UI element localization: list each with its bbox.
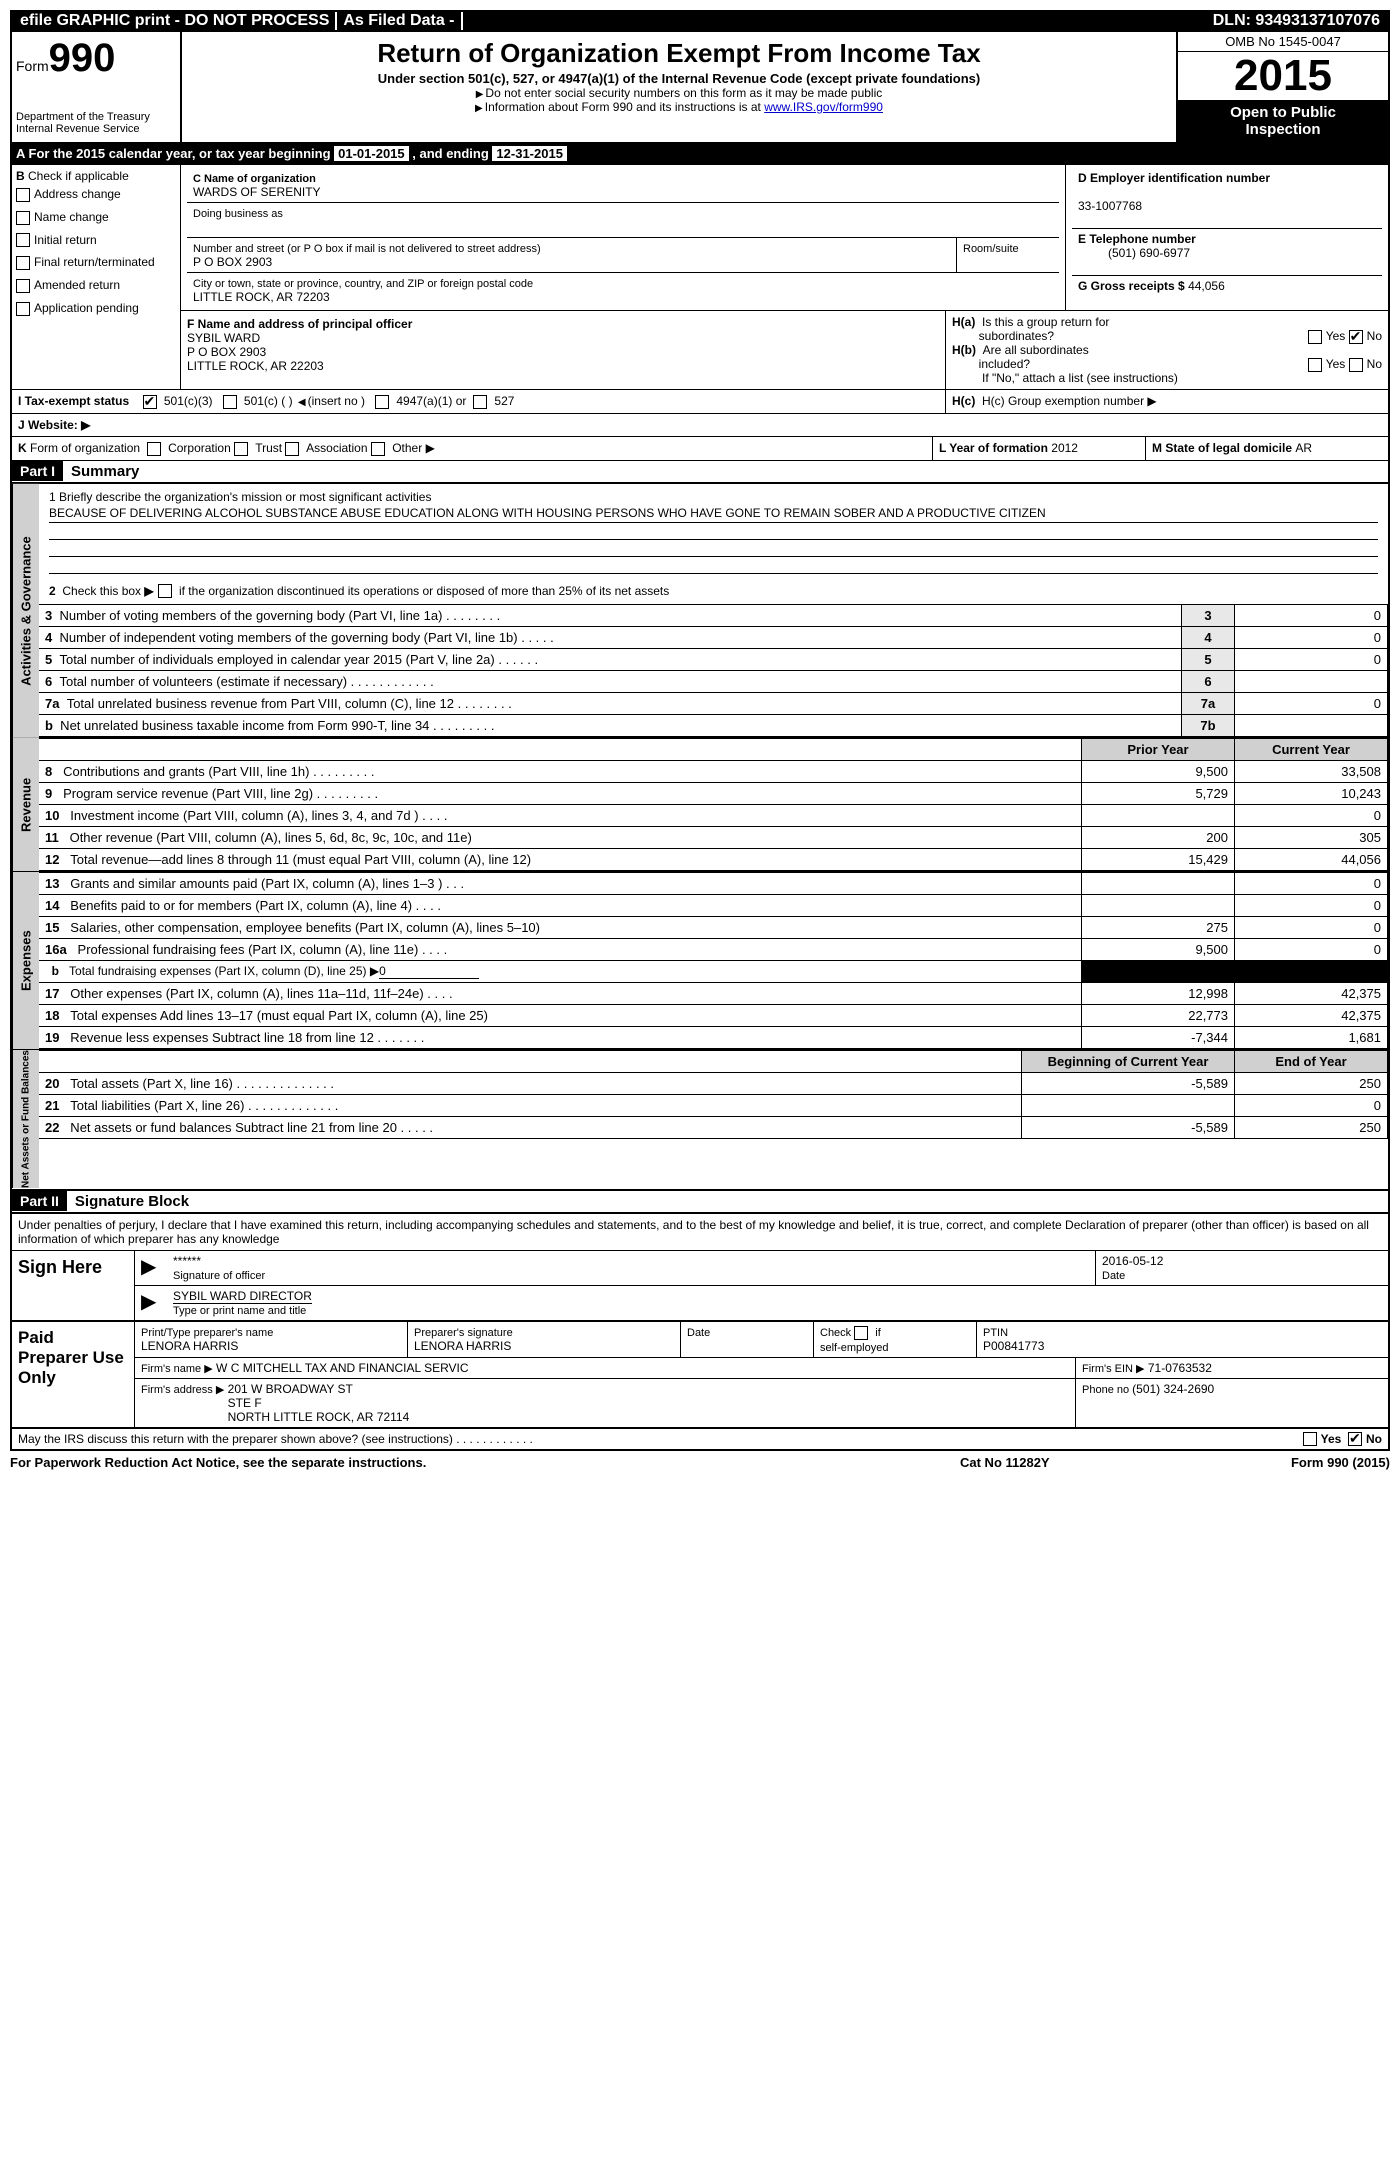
top-bar: efile GRAPHIC print - DO NOT PROCESS As … xyxy=(10,10,1390,32)
checkbox-name-change[interactable] xyxy=(16,211,30,225)
checkbox-final-return[interactable] xyxy=(16,256,30,270)
checkbox-address-change[interactable] xyxy=(16,188,30,202)
hb-no[interactable] xyxy=(1349,358,1363,372)
gross-receipts-cell: G Gross receipts $ 44,056 xyxy=(1072,276,1382,296)
expenses-table: 13 Grants and similar amounts paid (Part… xyxy=(39,872,1388,1049)
may-yes[interactable] xyxy=(1303,1432,1317,1446)
irs-label: Internal Revenue Service xyxy=(16,123,176,135)
paid-preparer-label: Paid Preparer Use Only xyxy=(12,1322,134,1427)
cb-4947[interactable] xyxy=(375,395,389,409)
may-discuss-row: May the IRS discuss this return with the… xyxy=(10,1429,1390,1451)
col-b-checkboxes: B Check if applicable Address change Nam… xyxy=(12,165,181,389)
part1-title: Summary xyxy=(63,461,147,482)
sig-date: 2016-05-12 xyxy=(1102,1254,1163,1268)
omb-number: OMB No 1545-0047 xyxy=(1178,32,1388,52)
cb-527[interactable] xyxy=(473,395,487,409)
note-info: Information about Form 990 and its instr… xyxy=(192,100,1166,114)
line1-label: 1 Briefly describe the organization's mi… xyxy=(49,490,1378,504)
sign-here-label: Sign Here xyxy=(12,1251,134,1320)
prep-name-cell: Print/Type preparer's nameLENORA HARRIS xyxy=(135,1322,408,1357)
checkbox-initial-return[interactable] xyxy=(16,233,30,247)
firm-ein-cell: Firm's EIN ▶ 71-0763532 xyxy=(1076,1358,1388,1378)
room-cell: Room/suite xyxy=(957,238,1059,272)
open-public: Open to PublicInspection xyxy=(1178,100,1388,142)
ha-yes[interactable] xyxy=(1308,330,1322,344)
section-governance: Activities & Governance xyxy=(12,484,39,738)
asfiled-label: As Filed Data - xyxy=(337,12,460,30)
ha-no[interactable] xyxy=(1349,330,1363,344)
ein-cell: D Employer identification number 33-1007… xyxy=(1072,168,1382,229)
line2: 2 Check this box ▶ if the organization d… xyxy=(49,574,1378,599)
phone-cell: E Telephone number (501) 690-6977 xyxy=(1072,229,1382,276)
officer-name: SYBIL WARD DIRECTOR xyxy=(173,1289,312,1304)
form-header: Form990 Department of the Treasury Inter… xyxy=(10,32,1390,144)
revenue-table: Prior YearCurrent Year8 Contributions an… xyxy=(39,738,1388,871)
part2-label: Part II xyxy=(12,1191,67,1211)
efile-label: efile GRAPHIC print - DO NOT PROCESS xyxy=(14,12,335,30)
checkbox-amended[interactable] xyxy=(16,279,30,293)
city-cell: City or town, state or province, country… xyxy=(187,273,1059,307)
cb-assoc[interactable] xyxy=(285,442,299,456)
officer-cell: F Name and address of principal officer … xyxy=(181,311,945,389)
row-k-form-org: K Form of organization Corporation Trust… xyxy=(12,437,933,460)
note-ssn: Do not enter social security numbers on … xyxy=(192,86,1166,100)
group-return-cell: H(a) Is this a group return for subordin… xyxy=(945,311,1388,389)
state-domicile: M State of legal domicile AR xyxy=(1146,437,1388,460)
ptin-cell: PTINP00841773 xyxy=(977,1322,1388,1357)
row-j-website: J Website: ▶ xyxy=(12,414,1388,436)
cb-self-employed[interactable] xyxy=(854,1326,868,1340)
hb-yes[interactable] xyxy=(1308,358,1322,372)
cb-trust[interactable] xyxy=(234,442,248,456)
form-number: Form990 xyxy=(16,36,176,81)
firm-phone-cell: Phone no (501) 324-2690 xyxy=(1076,1379,1388,1427)
year-formation: L Year of formation 2012 xyxy=(933,437,1146,460)
irs-link[interactable]: www.IRS.gov/form990 xyxy=(764,100,883,114)
street-cell: Number and street (or P O box if mail is… xyxy=(187,238,957,272)
governance-table: 3 Number of voting members of the govern… xyxy=(39,604,1388,737)
prep-sig-cell: Preparer's signatureLENORA HARRIS xyxy=(408,1322,681,1357)
org-name-cell: C Name of organization WARDS OF SERENITY xyxy=(187,168,1059,203)
part1-label: Part I xyxy=(12,461,63,481)
part2-title: Signature Block xyxy=(67,1191,197,1212)
checkbox-app-pending[interactable] xyxy=(16,302,30,316)
cb-discontinued[interactable] xyxy=(158,584,172,598)
cb-501c[interactable] xyxy=(223,395,237,409)
tax-year: 2015 xyxy=(1178,52,1388,100)
row-a-taxyear: A For the 2015 calendar year, or tax yea… xyxy=(10,144,1390,165)
mission-text: BECAUSE OF DELIVERING ALCOHOL SUBSTANCE … xyxy=(49,504,1378,523)
prep-date-cell: Date xyxy=(681,1322,814,1357)
dln-label: DLN: 93493137107076 xyxy=(1207,12,1386,30)
dba-cell: Doing business as xyxy=(187,203,1059,238)
cb-501c3[interactable] xyxy=(143,395,157,409)
firm-addr-cell: Firm's address ▶ 201 W BROADWAY ST STE F… xyxy=(135,1379,1076,1427)
firm-name-cell: Firm's name ▶ W C MITCHELL TAX AND FINAN… xyxy=(135,1358,1076,1378)
prep-check-cell: Check ifself-employed xyxy=(814,1322,977,1357)
form-title: Return of Organization Exempt From Incom… xyxy=(192,38,1166,69)
cb-other[interactable] xyxy=(371,442,385,456)
perjury-text: Under penalties of perjury, I declare th… xyxy=(10,1214,1390,1250)
may-no[interactable] xyxy=(1348,1432,1362,1446)
officer-sig: ****** xyxy=(173,1254,201,1268)
section-revenue: Revenue xyxy=(12,738,39,871)
section-net-assets: Net Assets or Fund Balances xyxy=(12,1050,39,1188)
page-footer: For Paperwork Reduction Act Notice, see … xyxy=(10,1451,1390,1474)
dept-label: Department of the Treasury xyxy=(16,111,176,123)
cb-corp[interactable] xyxy=(147,442,161,456)
hc-cell: H(c) H(c) Group exemption number ▶ xyxy=(946,390,1388,413)
net-assets-table: Beginning of Current YearEnd of Year20 T… xyxy=(39,1050,1388,1139)
section-expenses: Expenses xyxy=(12,872,39,1049)
form-subtitle: Under section 501(c), 527, or 4947(a)(1)… xyxy=(192,71,1166,86)
row-i-tax-status: I Tax-exempt status 501(c)(3) 501(c) ( )… xyxy=(12,390,946,413)
